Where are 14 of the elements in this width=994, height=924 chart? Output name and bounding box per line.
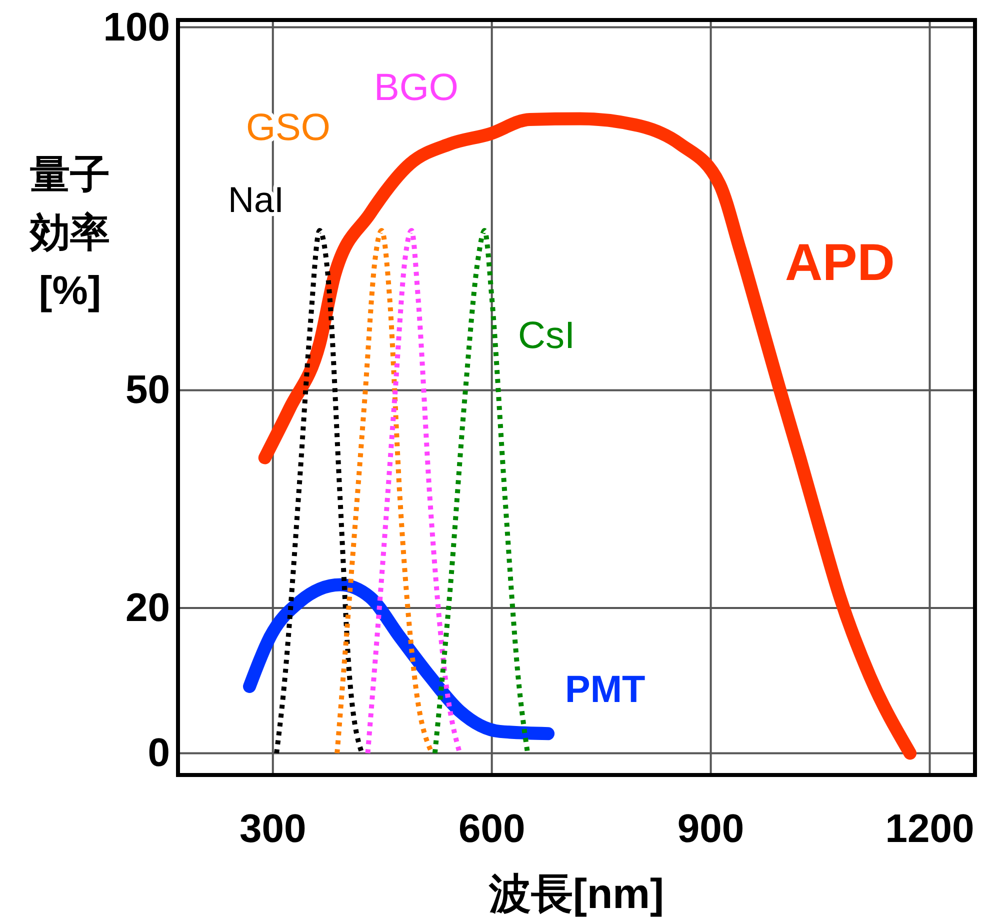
x-tick-label: 300: [240, 807, 306, 851]
y-tick-label: 100: [103, 5, 170, 50]
x-axis-title: 波長[nm]: [488, 870, 664, 917]
x-tick-label: 600: [458, 807, 526, 851]
y-tick-label: 20: [126, 586, 170, 630]
x-tick-label: 900: [677, 807, 744, 851]
series-label: PMT: [565, 669, 646, 711]
series-label: CsI: [518, 315, 575, 357]
y-tick-label: 50: [126, 368, 170, 412]
series-label: APD: [785, 234, 895, 292]
x-tick-label: 1200: [885, 807, 974, 851]
y-axis-title: 量子効率[%]: [29, 153, 110, 313]
y-tick-label: 0: [148, 731, 170, 776]
text: BGO: [374, 67, 458, 109]
